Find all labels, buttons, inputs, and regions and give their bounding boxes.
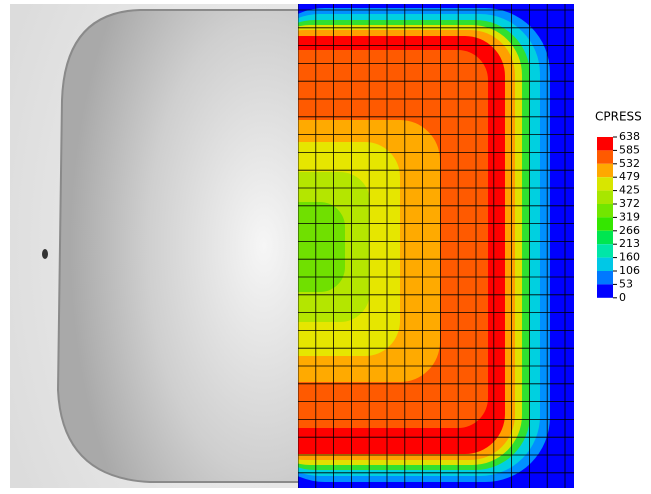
legend-swatch: [597, 191, 613, 204]
legend-swatch: [597, 271, 613, 284]
legend-label: 585: [619, 143, 640, 156]
legend-swatch: [597, 244, 613, 257]
legend-label: 532: [619, 157, 640, 170]
legend-label: 425: [619, 184, 640, 197]
legend-swatch: [597, 164, 613, 177]
contour-plot: [260, 4, 574, 488]
legend-swatch: [597, 204, 613, 217]
legend-title: CPRESS: [595, 110, 642, 124]
legend-swatch: [597, 258, 613, 271]
legend-label: 266: [619, 224, 640, 237]
legend-label: 372: [619, 197, 640, 210]
legend-label: 319: [619, 210, 640, 223]
legend-swatch: [597, 177, 613, 190]
specimen: [58, 10, 300, 482]
legend-label: 53: [619, 277, 633, 290]
legend-swatch: [597, 137, 613, 150]
legend-label: 638: [619, 130, 640, 143]
page: {"legend": {"title": "CPRESS", "labels":…: [0, 0, 651, 494]
legend-swatch: [597, 150, 613, 163]
photo: [10, 4, 300, 488]
legend-swatch: [597, 284, 613, 297]
legend-swatch: [597, 217, 613, 230]
legend-label: 160: [619, 251, 640, 264]
figure: CPRESS 638585532479425372319266213160106…: [0, 0, 651, 494]
legend-label: 213: [619, 237, 640, 250]
legend-label: 0: [619, 291, 626, 304]
legend-label: 106: [619, 264, 640, 277]
legend-swatch: [597, 231, 613, 244]
spot: [42, 249, 48, 259]
legend-label: 479: [619, 170, 640, 183]
